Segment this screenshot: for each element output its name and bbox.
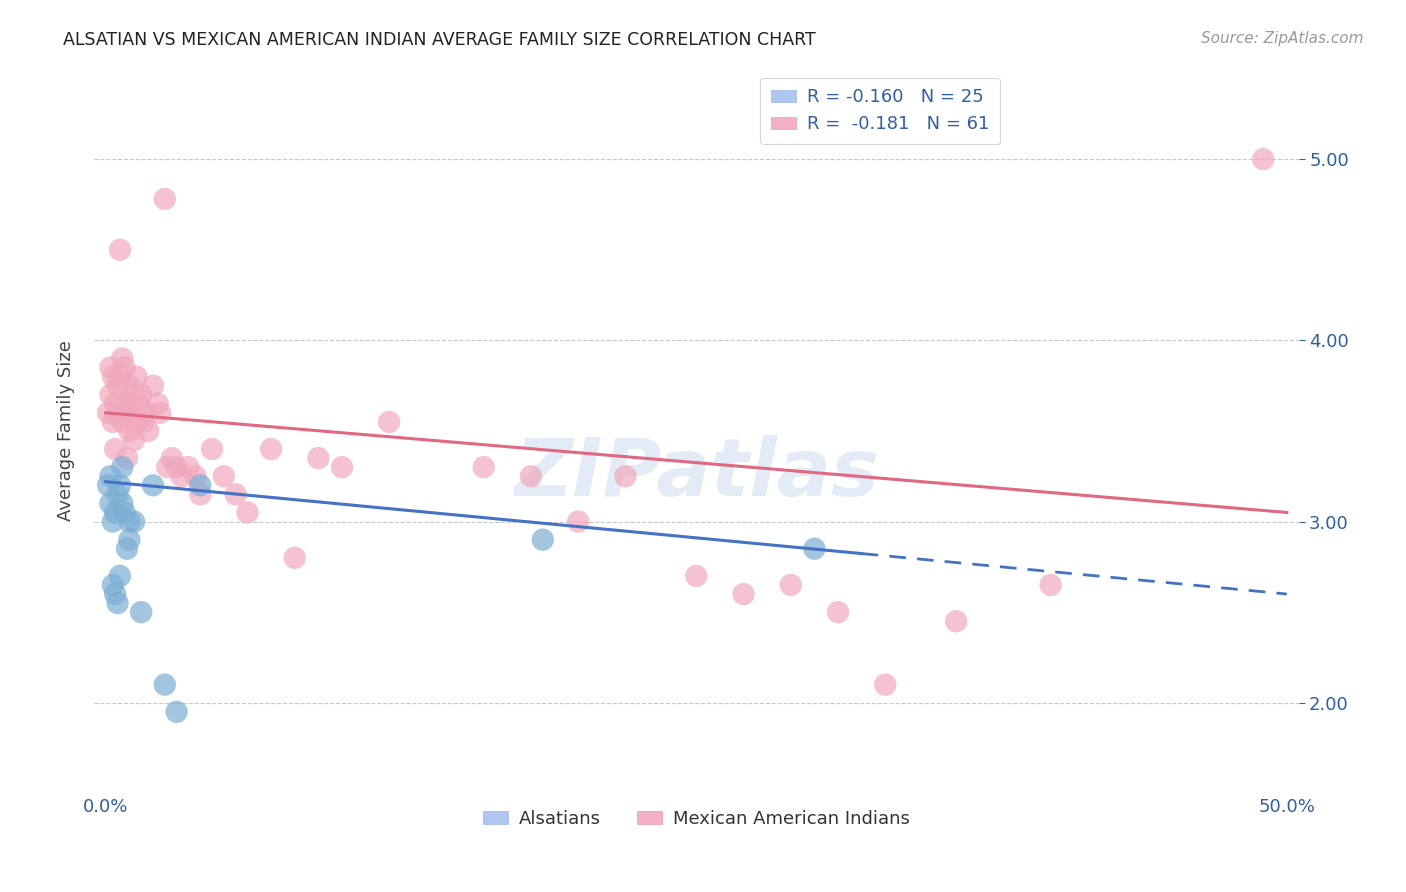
Point — [122, 433, 145, 447]
Text: Source: ZipAtlas.com: Source: ZipAtlas.com — [1201, 31, 1364, 46]
Point — [100, 496, 122, 510]
Point — [118, 533, 141, 547]
Point — [236, 506, 259, 520]
Point — [115, 406, 138, 420]
Point — [135, 406, 157, 420]
Point — [142, 478, 165, 492]
Point — [125, 415, 148, 429]
Point — [107, 487, 129, 501]
Point — [149, 406, 172, 420]
Point — [118, 515, 141, 529]
Point — [107, 406, 129, 420]
Point — [153, 678, 176, 692]
Point — [108, 369, 131, 384]
Point — [97, 478, 120, 492]
Point — [520, 469, 543, 483]
Point — [104, 587, 127, 601]
Point — [104, 506, 127, 520]
Point — [153, 192, 176, 206]
Text: ALSATIAN VS MEXICAN AMERICAN INDIAN AVERAGE FAMILY SIZE CORRELATION CHART: ALSATIAN VS MEXICAN AMERICAN INDIAN AVER… — [63, 31, 815, 49]
Point — [136, 424, 159, 438]
Point — [114, 397, 136, 411]
Point — [100, 469, 122, 483]
Point — [101, 415, 124, 429]
Point — [108, 478, 131, 492]
Point — [212, 469, 235, 483]
Point — [114, 360, 136, 375]
Point — [101, 515, 124, 529]
Point — [111, 415, 134, 429]
Point — [378, 415, 401, 429]
Point — [104, 397, 127, 411]
Point — [307, 451, 329, 466]
Point — [108, 569, 131, 583]
Point — [146, 397, 169, 411]
Text: ZIPatlas: ZIPatlas — [513, 435, 879, 514]
Point — [160, 451, 183, 466]
Point — [97, 406, 120, 420]
Point — [128, 397, 150, 411]
Point — [472, 460, 495, 475]
Point — [100, 360, 122, 375]
Point — [107, 596, 129, 610]
Point — [156, 460, 179, 475]
Point — [132, 415, 155, 429]
Point — [111, 496, 134, 510]
Point — [108, 243, 131, 257]
Point — [122, 515, 145, 529]
Point — [125, 369, 148, 384]
Point — [129, 387, 152, 401]
Point — [567, 515, 589, 529]
Point — [827, 605, 849, 619]
Point — [166, 705, 188, 719]
Point — [1251, 152, 1274, 166]
Point — [184, 469, 207, 483]
Point — [614, 469, 637, 483]
Point — [225, 487, 247, 501]
Point — [685, 569, 707, 583]
Point — [115, 451, 138, 466]
Point — [188, 478, 211, 492]
Point — [111, 351, 134, 366]
Point — [1039, 578, 1062, 592]
Point — [733, 587, 755, 601]
Point — [531, 533, 554, 547]
Point — [121, 397, 143, 411]
Point — [115, 541, 138, 556]
Point — [100, 387, 122, 401]
Point — [166, 460, 188, 475]
Point — [170, 469, 193, 483]
Point — [142, 378, 165, 392]
Point — [118, 378, 141, 392]
Point — [779, 578, 801, 592]
Y-axis label: Average Family Size: Average Family Size — [58, 341, 75, 521]
Point — [260, 442, 283, 456]
Point — [101, 578, 124, 592]
Point — [111, 460, 134, 475]
Point — [284, 550, 307, 565]
Point — [118, 424, 141, 438]
Legend: Alsatians, Mexican American Indians: Alsatians, Mexican American Indians — [475, 803, 917, 835]
Point — [101, 369, 124, 384]
Point — [330, 460, 353, 475]
Point — [107, 378, 129, 392]
Point — [104, 442, 127, 456]
Point — [875, 678, 897, 692]
Point — [945, 614, 967, 628]
Point — [114, 506, 136, 520]
Point — [803, 541, 825, 556]
Point — [177, 460, 200, 475]
Point — [201, 442, 224, 456]
Point — [188, 487, 211, 501]
Point — [122, 387, 145, 401]
Point — [129, 605, 152, 619]
